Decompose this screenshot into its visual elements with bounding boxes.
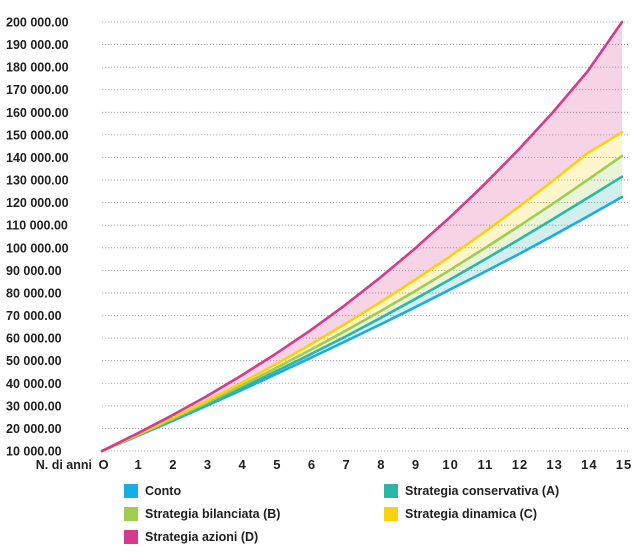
x-tick-label: 9: [412, 457, 420, 472]
legend-item-strategia-conservativa: Strategia conservativa (A): [384, 484, 559, 498]
x-tick-label: 6: [308, 457, 316, 472]
x-tick-label: 3: [204, 457, 212, 472]
y-tick-label: 160 000.00: [6, 106, 69, 120]
legend-swatch-strategia-azioni: [124, 530, 138, 544]
x-tick-label: 2: [169, 457, 177, 472]
y-tick-label: 20 000.00: [6, 422, 62, 436]
x-tick-label: 7: [343, 457, 351, 472]
y-tick-label: 50 000.00: [6, 354, 62, 368]
legend-swatch-strategia-dinamica: [384, 507, 398, 521]
grid-lines: [102, 21, 628, 452]
series-line-strategia-conservativa-a: [100, 175, 624, 453]
x-tick-label: O: [98, 457, 109, 472]
y-tick-label: 60 000.00: [6, 332, 62, 346]
y-tick-label: 90 000.00: [6, 264, 62, 278]
x-axis-label: N. di anni: [36, 458, 92, 472]
series-line-strategia-dinamica-c: [100, 130, 624, 453]
y-tick-label: 100 000.00: [6, 241, 69, 255]
y-tick-label: 140 000.00: [6, 151, 69, 165]
legend-label-conto: Conto: [145, 484, 182, 498]
y-tick-label: 170 000.00: [6, 83, 69, 97]
x-axis-ticks: O 1 2 3 4 5 6 7 8 9 10 11 12 13 14 15: [98, 457, 632, 472]
y-tick-label: 150 000.00: [6, 128, 69, 142]
y-tick-label: 30 000.00: [6, 399, 62, 413]
x-tick-label: 11: [477, 457, 493, 472]
x-tick-label: 1: [135, 457, 143, 472]
y-tick-label: 70 000.00: [6, 309, 62, 323]
x-tick-label: 13: [546, 457, 562, 472]
series-lines: [100, 20, 624, 453]
y-tick-label: 110 000.00: [6, 219, 68, 233]
x-tick-label: 15: [616, 457, 632, 472]
y-tick-label: 80 000.00: [6, 286, 62, 300]
y-tick-label: 190 000.00: [6, 38, 69, 52]
series-line-strategia-azioni-d: [100, 20, 624, 453]
legend-label-strategia-azioni: Strategia azioni (D): [145, 530, 259, 544]
y-tick-label: 10 000.00: [6, 445, 62, 459]
legend-label-strategia-dinamica: Strategia dinamica (C): [405, 507, 537, 521]
legend-item-strategia-dinamica: Strategia dinamica (C): [384, 507, 537, 521]
y-tick-label: 200 000.00: [6, 16, 69, 30]
legend-label-strategia-bilanciata: Strategia bilanciata (B): [145, 507, 281, 521]
area-bands: [102, 22, 622, 451]
legend-item-strategia-azioni: Strategia azioni (D): [124, 530, 258, 544]
y-tick-label: 130 000.00: [6, 174, 69, 188]
legend-swatch-conto: [124, 484, 138, 498]
x-tick-label: 10: [442, 457, 458, 472]
x-tick-label: 4: [239, 457, 247, 472]
legend-label-strategia-conservativa: Strategia conservativa (A): [405, 484, 560, 498]
y-axis-ticks: 10 000.00 20 000.00 30 000.00 40 000.00 50 0…: [6, 16, 69, 459]
x-tick-label: 14: [581, 457, 597, 472]
y-tick-label: 180 000.00: [6, 61, 69, 75]
legend-swatch-strategia-conservativa: [384, 484, 398, 498]
legend-item-conto: Conto: [124, 484, 181, 498]
y-tick-label: 40 000.00: [6, 377, 62, 391]
y-tick-label: 120 000.00: [6, 196, 69, 210]
x-tick-label: 8: [377, 457, 385, 472]
x-tick-label: 12: [512, 457, 528, 472]
legend-item-strategia-bilanciata: Strategia bilanciata (B): [124, 507, 280, 521]
x-tick-label: 5: [273, 457, 281, 472]
legend-swatch-strategia-bilanciata: [124, 507, 138, 521]
